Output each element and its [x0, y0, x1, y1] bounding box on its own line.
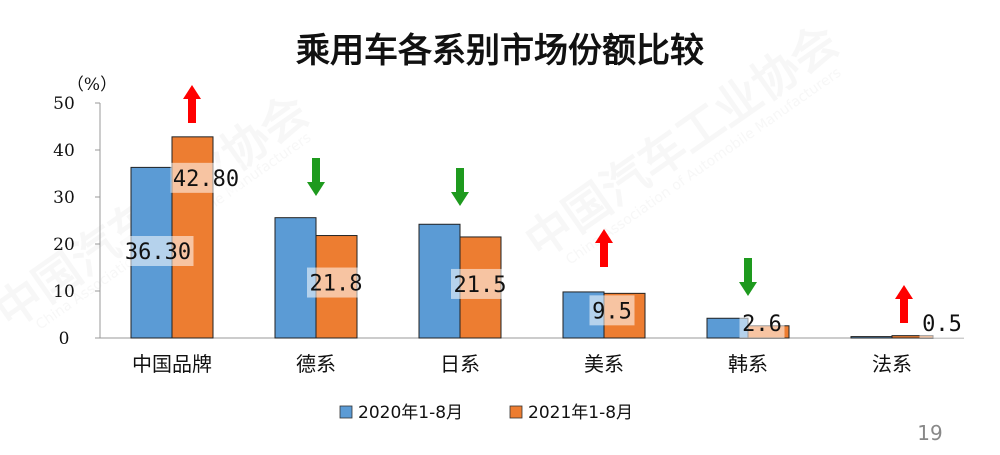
bar-2020-5: [850, 336, 893, 339]
arrow-down-icon: [739, 258, 757, 296]
legend-label: 2021年1-8月: [528, 403, 633, 423]
arrow-down-icon: [451, 168, 469, 206]
legend-swatch: [509, 405, 523, 419]
data-label-box: [170, 162, 242, 193]
chart-title: 乘用车各系别市场份额比较: [296, 31, 704, 71]
x-tick-label: 中国品牌: [132, 352, 212, 376]
data-label: 36.30: [125, 240, 191, 265]
x-tick-label: 美系: [584, 352, 624, 376]
y-tick-label: 50: [53, 94, 75, 114]
x-tick-label: 德系: [296, 352, 336, 376]
data-label-box: [589, 295, 635, 326]
data-label-box: [307, 267, 365, 298]
x-tick-label: 韩系: [728, 352, 768, 376]
legend-swatch: [339, 405, 353, 419]
arrow-down-icon: [307, 158, 325, 196]
data-label: 21.8: [310, 272, 363, 297]
data-label-box: [122, 236, 194, 266]
data-labels: 36.30 42.80 21.8 21.5 9.5 2.6 0.5: [122, 162, 965, 338]
y-tick-label: 30: [53, 188, 75, 208]
y-tick-label: 10: [53, 282, 75, 302]
y-tick-label: 0: [59, 329, 70, 349]
page-number: 19: [917, 421, 942, 445]
data-label: 9.5: [592, 299, 632, 324]
y-axis-unit-label: （%）: [67, 75, 117, 95]
arrow-up-icon: [595, 229, 613, 267]
trend-arrows: [183, 85, 913, 323]
arrow-up-icon: [895, 285, 913, 323]
y-axis-ticks: 0 10 20 30 40 50: [53, 94, 100, 349]
data-label: 21.5: [454, 273, 507, 298]
y-tick-label: 40: [53, 141, 75, 161]
y-tick-label: 20: [53, 235, 75, 255]
legend-label: 2020年1-8月: [358, 403, 463, 423]
data-label: 42.80: [173, 167, 239, 192]
x-tick-label: 法系: [872, 352, 912, 376]
arrow-up-icon: [183, 85, 201, 123]
data-label-box: [919, 308, 965, 338]
data-label-box: [451, 268, 509, 299]
x-axis-labels: 中国品牌 德系 日系 美系 韩系 法系: [132, 352, 912, 376]
x-tick-label: 日系: [440, 352, 480, 376]
data-label: 0.5: [922, 312, 962, 337]
data-label-box: [739, 308, 785, 338]
legend: 2020年1-8月 2021年1-8月: [339, 403, 633, 423]
data-label: 2.6: [742, 312, 782, 337]
